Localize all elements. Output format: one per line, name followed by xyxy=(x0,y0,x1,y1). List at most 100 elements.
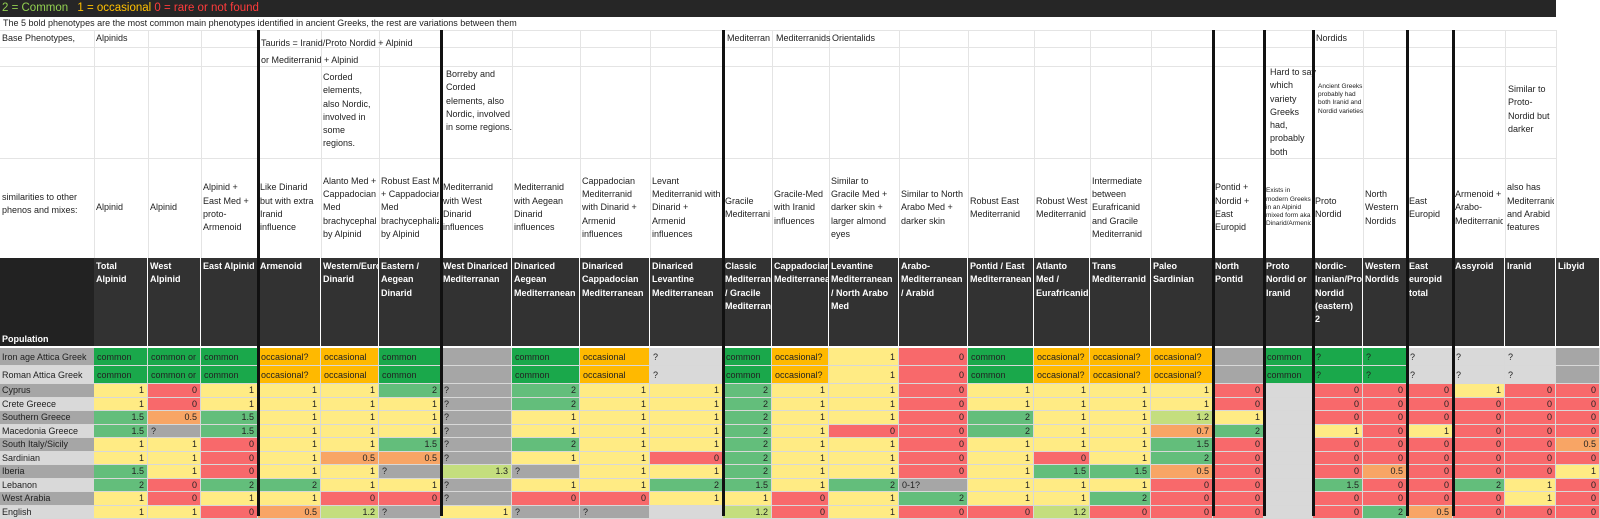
data-cell[interactable]: 0 xyxy=(1363,411,1407,425)
data-cell[interactable] xyxy=(1556,348,1600,366)
data-cell[interactable]: 0 xyxy=(899,366,968,384)
data-cell[interactable]: 2 xyxy=(1090,492,1151,506)
data-cell[interactable]: 1 xyxy=(379,398,441,412)
data-cell[interactable]: 1 xyxy=(772,411,829,425)
column-header[interactable]: Assyroid xyxy=(1453,258,1504,346)
data-cell[interactable]: ? xyxy=(441,438,512,452)
data-cell[interactable]: 0 xyxy=(1313,506,1363,519)
data-cell[interactable]: 0 xyxy=(1313,438,1363,452)
data-cell[interactable]: 0 xyxy=(379,492,441,506)
data-cell[interactable]: 1 xyxy=(94,492,148,506)
data-cell[interactable]: 0 xyxy=(968,506,1034,519)
data-cell[interactable]: 0 xyxy=(1313,452,1363,466)
data-cell[interactable]: 1 xyxy=(258,384,321,398)
data-cell[interactable]: common xyxy=(723,348,772,366)
column-header[interactable]: Dinariced Cappadocian Mediterranean xyxy=(580,258,649,346)
data-cell[interactable]: 1 xyxy=(829,492,899,506)
data-cell[interactable] xyxy=(441,348,512,366)
data-cell[interactable]: 1.3 xyxy=(441,465,512,479)
data-cell[interactable]: 1 xyxy=(441,506,512,519)
data-cell[interactable]: 1 xyxy=(201,384,258,398)
data-cell[interactable]: 0 xyxy=(1407,398,1453,412)
data-cell[interactable] xyxy=(650,506,723,519)
data-cell[interactable]: 1.5 xyxy=(379,438,441,452)
data-cell[interactable]: occasional? xyxy=(1151,366,1213,384)
column-header[interactable]: Proto Nordid or Iranid xyxy=(1264,258,1312,346)
data-cell[interactable]: 1 xyxy=(968,398,1034,412)
data-cell[interactable]: 1 xyxy=(580,411,650,425)
data-cell[interactable]: ? xyxy=(512,465,580,479)
data-cell[interactable]: 0 xyxy=(1505,398,1556,412)
data-cell[interactable]: 1 xyxy=(580,465,650,479)
data-cell[interactable]: 1 xyxy=(829,366,899,384)
data-cell[interactable]: 2 xyxy=(723,398,772,412)
data-cell[interactable] xyxy=(1264,479,1313,493)
data-cell[interactable]: 0 xyxy=(899,411,968,425)
data-cell[interactable]: 0 xyxy=(650,452,723,466)
data-cell[interactable]: 1 xyxy=(1090,384,1151,398)
data-cell[interactable]: 2 xyxy=(94,479,148,493)
data-cell[interactable]: 0 xyxy=(1313,465,1363,479)
data-cell[interactable]: ? xyxy=(1313,348,1363,366)
data-cell[interactable]: 1 xyxy=(258,411,321,425)
data-cell[interactable]: 0 xyxy=(1453,465,1505,479)
data-cell[interactable]: 1 xyxy=(1151,398,1213,412)
data-cell[interactable] xyxy=(1264,506,1313,519)
data-cell[interactable]: 0 xyxy=(1453,438,1505,452)
data-cell[interactable]: 2 xyxy=(829,479,899,493)
column-header[interactable]: Iranid xyxy=(1505,258,1555,346)
data-cell[interactable]: occasional? xyxy=(1090,366,1151,384)
data-cell[interactable]: common xyxy=(512,348,580,366)
data-cell[interactable]: 1 xyxy=(968,465,1034,479)
data-cell[interactable]: 0.5 xyxy=(1556,438,1600,452)
data-cell[interactable]: occasional? xyxy=(1034,348,1090,366)
data-cell[interactable]: 1 xyxy=(1090,479,1151,493)
data-cell[interactable] xyxy=(1264,438,1313,452)
data-cell[interactable]: 0.5 xyxy=(1363,465,1407,479)
data-cell[interactable]: common xyxy=(1264,348,1313,366)
data-cell[interactable]: 1 xyxy=(1090,438,1151,452)
data-cell[interactable]: 0 xyxy=(1453,452,1505,466)
data-cell[interactable]: 1.2 xyxy=(321,506,379,519)
data-cell[interactable] xyxy=(1264,465,1313,479)
data-cell[interactable]: occasional? xyxy=(1090,348,1151,366)
data-cell[interactable] xyxy=(1264,398,1313,412)
data-cell[interactable]: common xyxy=(201,348,258,366)
data-cell[interactable]: 0 xyxy=(1407,438,1453,452)
column-header[interactable]: East Alpinid xyxy=(201,258,257,346)
data-cell[interactable]: 0 xyxy=(1453,398,1505,412)
column-header[interactable]: Armenoid xyxy=(258,258,320,346)
data-cell[interactable]: occasional xyxy=(321,366,379,384)
data-cell[interactable]: 0 xyxy=(1505,465,1556,479)
data-cell[interactable]: ? xyxy=(441,411,512,425)
data-cell[interactable]: 1 xyxy=(512,479,580,493)
column-header[interactable]: Eastern / Aegean Dinarid xyxy=(379,258,440,346)
data-cell[interactable]: 0 xyxy=(1313,411,1363,425)
column-header[interactable]: North Pontid xyxy=(1213,258,1263,346)
column-header[interactable]: Pontid / East Mediterranean xyxy=(968,258,1033,346)
data-cell[interactable]: 0 xyxy=(201,438,258,452)
data-cell[interactable]: common or xyxy=(148,348,201,366)
data-cell[interactable]: ? xyxy=(441,398,512,412)
data-cell[interactable] xyxy=(1213,348,1264,366)
data-cell[interactable]: occasional? xyxy=(1034,366,1090,384)
data-cell[interactable]: 1.2 xyxy=(723,506,772,519)
data-cell[interactable]: 1 xyxy=(829,411,899,425)
data-cell[interactable]: 0.7 xyxy=(1151,425,1213,439)
data-cell[interactable]: 0 xyxy=(580,492,650,506)
data-cell[interactable]: ? xyxy=(1363,366,1407,384)
data-cell[interactable]: 0 xyxy=(1556,452,1600,466)
data-cell[interactable]: 0 xyxy=(1363,479,1407,493)
data-cell[interactable]: 0 xyxy=(1363,452,1407,466)
data-cell[interactable]: 1 xyxy=(580,425,650,439)
data-cell[interactable]: 1 xyxy=(1090,411,1151,425)
data-cell[interactable]: 2 xyxy=(258,479,321,493)
data-cell[interactable]: 1 xyxy=(968,384,1034,398)
data-cell[interactable]: 0 xyxy=(1151,492,1213,506)
data-cell[interactable]: 1 xyxy=(321,398,379,412)
data-cell[interactable]: 0 xyxy=(1151,506,1213,519)
data-cell[interactable]: 0 xyxy=(899,398,968,412)
data-cell[interactable]: 0 xyxy=(899,348,968,366)
data-cell[interactable]: 1 xyxy=(829,398,899,412)
data-cell[interactable]: 1 xyxy=(94,438,148,452)
